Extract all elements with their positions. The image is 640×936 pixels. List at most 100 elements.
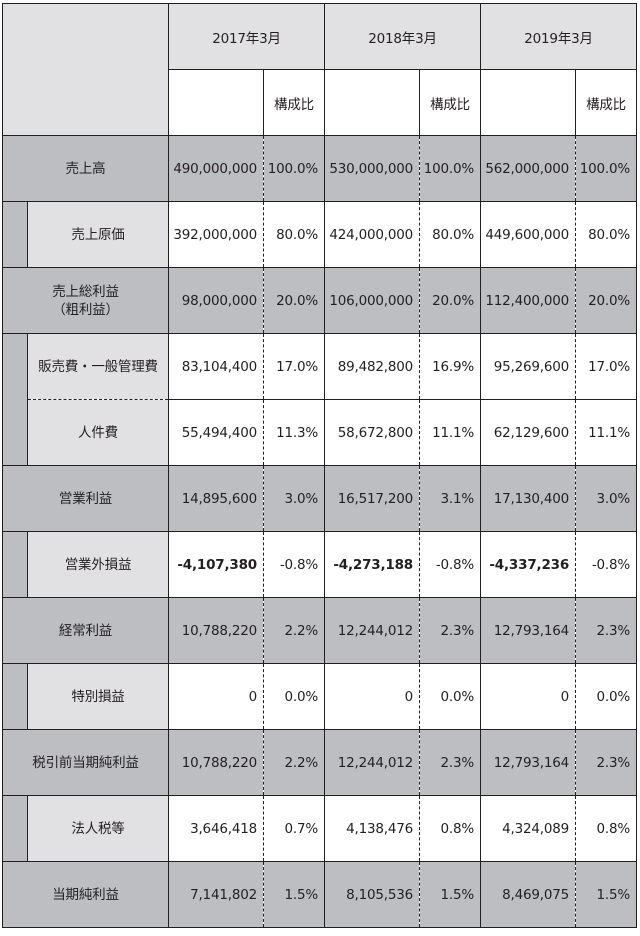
amount-cell: 0	[324, 663, 421, 730]
ratio-cell: 3.0%	[575, 465, 638, 532]
table-row: 営業利益 14,895,600 3.0% 16,517,200 3.1% 17,130,4…	[2, 465, 638, 532]
year-header: 2018年3月	[324, 3, 482, 70]
amount-cell: -4,107,380	[168, 531, 264, 598]
table-row: 税引前当期純利益 10,788,220 2.2% 12,244,012 2.3% 12,7…	[2, 729, 638, 796]
ratio-header: 構成比	[262, 69, 326, 136]
amount-cell: 10,788,220	[168, 597, 264, 664]
ratio-cell: 17.0%	[575, 333, 638, 400]
indent-stub	[2, 399, 28, 466]
ratio-cell: 100.0%	[419, 135, 482, 202]
indent-stub	[2, 201, 28, 268]
amount-cell: 3,646,418	[168, 795, 264, 862]
amount-header-blank	[324, 69, 421, 136]
ratio-cell: 100.0%	[262, 135, 326, 202]
amount-cell: 89,482,800	[324, 333, 421, 400]
row-label-text: 経常利益	[58, 622, 113, 639]
row-label-text: 当期純利益	[52, 886, 119, 903]
amount-cell: 4,138,476	[324, 795, 421, 862]
ratio-cell: 1.5%	[419, 861, 482, 928]
amount-cell: 14,895,600	[168, 465, 264, 532]
amount-cell: 12,793,164	[480, 597, 577, 664]
row-label: 営業外損益	[27, 531, 169, 598]
row-label: 売上高	[2, 135, 169, 202]
amount-cell: 58,672,800	[324, 399, 421, 466]
ratio-cell: 0.0%	[419, 663, 482, 730]
amount-cell: 62,129,600	[480, 399, 577, 466]
amount-cell: 12,244,012	[324, 597, 421, 664]
ratio-cell: 20.0%	[419, 267, 482, 334]
ratio-cell: 3.0%	[262, 465, 326, 532]
ratio-cell: 11.1%	[419, 399, 482, 466]
table-row: 特別損益 0 0.0% 0 0.0% 0 0.0%	[2, 663, 638, 730]
ratio-cell: 11.1%	[575, 399, 638, 466]
ratio-cell: 0.0%	[575, 663, 638, 730]
amount-cell: 449,600,000	[480, 201, 577, 268]
table-row: 売上原価 392,000,000 80.0% 424,000,000 80.0% 449,…	[2, 201, 638, 268]
row-label: 当期純利益	[2, 861, 169, 928]
ratio-header: 構成比	[575, 69, 638, 136]
ratio-cell: 1.5%	[575, 861, 638, 928]
amount-cell: -4,337,236	[480, 531, 577, 598]
ratio-cell: 100.0%	[575, 135, 638, 202]
ratio-cell: 80.0%	[262, 201, 326, 268]
amount-cell: 16,517,200	[324, 465, 421, 532]
table-row: 法人税等 3,646,418 0.7% 4,138,476 0.8% 4,324,089 0…	[2, 795, 638, 862]
ratio-cell: 0.7%	[262, 795, 326, 862]
amount-header-blank	[168, 69, 264, 136]
amount-cell: 424,000,000	[324, 201, 421, 268]
header-row-years: 2017年3月 2018年3月 2019年3月	[2, 3, 638, 136]
amount-cell: -4,273,188	[324, 531, 421, 598]
ratio-cell: 20.0%	[575, 267, 638, 334]
amount-cell: 4,324,089	[480, 795, 577, 862]
table-row: 経常利益 10,788,220 2.2% 12,244,012 2.3% 12,793,1…	[2, 597, 638, 664]
header-row-ratio: 構成比 構成比 構成比	[3, 69, 638, 136]
row-label: 営業利益	[2, 465, 169, 532]
amount-cell: 12,793,164	[480, 729, 577, 796]
amount-cell: 98,000,000	[168, 267, 264, 334]
table-row: 人件費 55,494,400 11.3% 58,672,800 11.1% 62,129,…	[2, 399, 638, 466]
amount-cell: 8,105,536	[324, 861, 421, 928]
ratio-cell: 17.0%	[262, 333, 326, 400]
ratio-cell: 2.3%	[575, 597, 638, 664]
income-statement-table: 2017年3月 2018年3月 2019年3月 構成比 構成比 構成比 売上高 4…	[2, 3, 638, 928]
row-label: 売上原価	[27, 201, 169, 268]
amount-cell: 12,244,012	[324, 729, 421, 796]
row-label-text: 営業利益	[58, 490, 113, 507]
ratio-cell: 2.2%	[262, 597, 326, 664]
row-label-text: 税引前当期純利益	[32, 754, 139, 771]
row-label: 特別損益	[27, 663, 169, 730]
amount-cell: 392,000,000	[168, 201, 264, 268]
table-row: 売上総利益 （粗利益） 98,000,000 20.0% 106,000,000 20.0…	[2, 267, 638, 334]
table-row: 当期純利益 7,141,802 1.5% 8,105,536 1.5% 8,469,075…	[2, 861, 638, 928]
amount-cell: 83,104,400	[168, 333, 264, 400]
amount-cell: 10,788,220	[168, 729, 264, 796]
row-label: 販売費・一般管理費	[27, 333, 169, 400]
amount-header-blank	[480, 69, 577, 136]
table-row: 売上高 490,000,000 100.0% 530,000,000 100.0% 562…	[2, 135, 638, 202]
ratio-cell: -0.8%	[262, 531, 326, 598]
year-header: 2017年3月	[167, 3, 326, 70]
indent-stub	[2, 795, 28, 862]
table-row: 販売費・一般管理費 83,104,400 17.0% 89,482,800 16.9% 9…	[2, 333, 638, 400]
ratio-header: 構成比	[419, 69, 482, 136]
amount-cell: 55,494,400	[168, 399, 264, 466]
row-label: 税引前当期純利益	[2, 729, 169, 796]
table-row: 営業外損益 -4,107,380 -0.8% -4,273,188 -0.8% -4,33…	[2, 531, 638, 598]
ratio-cell: -0.8%	[419, 531, 482, 598]
ratio-cell: 1.5%	[262, 861, 326, 928]
amount-cell: 0	[480, 663, 577, 730]
amount-cell: 490,000,000	[168, 135, 264, 202]
year-header: 2019年3月	[480, 3, 638, 70]
indent-stub	[2, 531, 28, 598]
amount-cell: 106,000,000	[324, 267, 421, 334]
ratio-cell: 80.0%	[575, 201, 638, 268]
row-label: 経常利益	[2, 597, 169, 664]
ratio-cell: 20.0%	[262, 267, 326, 334]
ratio-cell: 0.8%	[575, 795, 638, 862]
ratio-cell: 80.0%	[419, 201, 482, 268]
ratio-cell: -0.8%	[575, 531, 638, 598]
ratio-cell: 16.9%	[419, 333, 482, 400]
amount-cell: 95,269,600	[480, 333, 577, 400]
amount-cell: 112,400,000	[480, 267, 577, 334]
amount-cell: 530,000,000	[324, 135, 421, 202]
